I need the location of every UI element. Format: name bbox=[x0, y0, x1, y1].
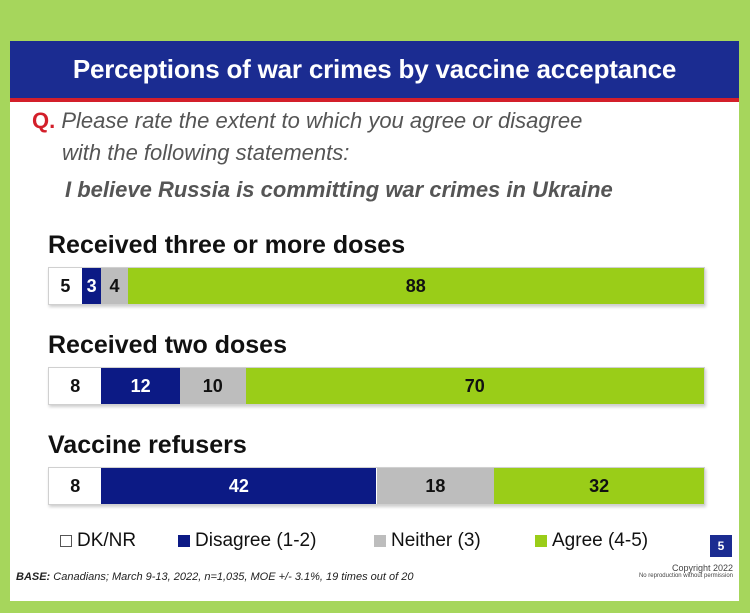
legend: DK/NR Disagree (1-2) Neither (3) Agree (… bbox=[10, 530, 739, 556]
question-line-2: with the following statements: bbox=[62, 140, 350, 165]
data-label: 10 bbox=[202, 375, 223, 396]
question-line-1: Please rate the extent to which you agre… bbox=[61, 108, 583, 133]
question-marker: Q. bbox=[32, 108, 56, 133]
legend-swatch-disagree bbox=[178, 535, 190, 547]
bar-segment-dk-nr: 8 bbox=[49, 468, 102, 504]
data-label: 8 bbox=[70, 375, 81, 396]
base-note: BASE: Canadians; March 9-13, 2022, n=1,0… bbox=[16, 571, 413, 583]
slide: Perceptions of war crimes by vaccine acc… bbox=[10, 41, 739, 601]
legend-label-dk-nr: DK/NR bbox=[77, 530, 137, 551]
bar-segment-neither: 10 bbox=[180, 368, 246, 404]
legend-swatch-dk-nr bbox=[60, 535, 72, 547]
legend-item-neither: Neither (3) bbox=[374, 530, 481, 552]
chart-title: Perceptions of war crimes by vaccine acc… bbox=[10, 41, 739, 102]
bar-segment-disagree: 3 bbox=[81, 268, 102, 304]
bar-segment-agree: 88 bbox=[127, 268, 704, 304]
legend-item-dk-nr: DK/NR bbox=[60, 530, 136, 552]
copyright-note: No reproduction without permission bbox=[638, 573, 733, 579]
base-text: Canadians; March 9-13, 2022, n=1,035, MO… bbox=[50, 571, 414, 583]
bar-segment-agree: 70 bbox=[245, 368, 704, 404]
bar-segment-neither: 4 bbox=[101, 268, 128, 304]
copyright-text: Copyright 2022 bbox=[671, 563, 733, 573]
data-label: 18 bbox=[425, 475, 446, 496]
group-label-refusers: Vaccine refusers bbox=[48, 431, 247, 459]
stacked-bar-three-doses: 5 3 4 88 bbox=[48, 267, 705, 305]
legend-item-agree: Agree (4-5) bbox=[535, 530, 648, 552]
statement-text: I believe Russia is committing war crime… bbox=[65, 177, 613, 202]
stacked-bar-refusers: 8 42 18 32 bbox=[48, 467, 705, 505]
data-label: 32 bbox=[589, 475, 610, 496]
bar-segment-dk-nr: 5 bbox=[49, 268, 82, 304]
bar-segment-agree: 32 bbox=[494, 468, 704, 504]
data-label: 12 bbox=[130, 375, 151, 396]
data-label: 5 bbox=[60, 275, 71, 296]
stacked-bar-two-doses: 8 12 10 70 bbox=[48, 367, 705, 405]
page-number: 5 bbox=[710, 535, 732, 557]
data-label: 3 bbox=[86, 275, 97, 296]
bar-segment-dk-nr: 8 bbox=[49, 368, 102, 404]
group-label-three-doses: Received three or more doses bbox=[48, 231, 406, 259]
data-label: 88 bbox=[405, 275, 426, 296]
base-label: BASE: bbox=[16, 571, 51, 583]
legend-label-disagree: Disagree (1-2) bbox=[195, 530, 317, 551]
data-label: 8 bbox=[70, 475, 81, 496]
data-label: 42 bbox=[228, 475, 249, 496]
data-label: 70 bbox=[464, 375, 485, 396]
group-label-two-doses: Received two doses bbox=[48, 331, 287, 359]
legend-swatch-neither bbox=[374, 535, 386, 547]
question-text: Q. Please rate the extent to which you a… bbox=[32, 105, 722, 169]
legend-label-neither: Neither (3) bbox=[391, 530, 481, 551]
bar-segment-disagree: 42 bbox=[101, 468, 377, 504]
bar-segment-disagree: 12 bbox=[101, 368, 180, 404]
legend-swatch-agree bbox=[535, 535, 547, 547]
bar-segment-neither: 18 bbox=[376, 468, 495, 504]
copyright: Copyright 2022 No reproduction without p… bbox=[639, 563, 733, 579]
legend-item-disagree: Disagree (1-2) bbox=[178, 530, 316, 552]
data-label: 4 bbox=[109, 275, 120, 296]
legend-label-agree: Agree (4-5) bbox=[552, 530, 649, 551]
